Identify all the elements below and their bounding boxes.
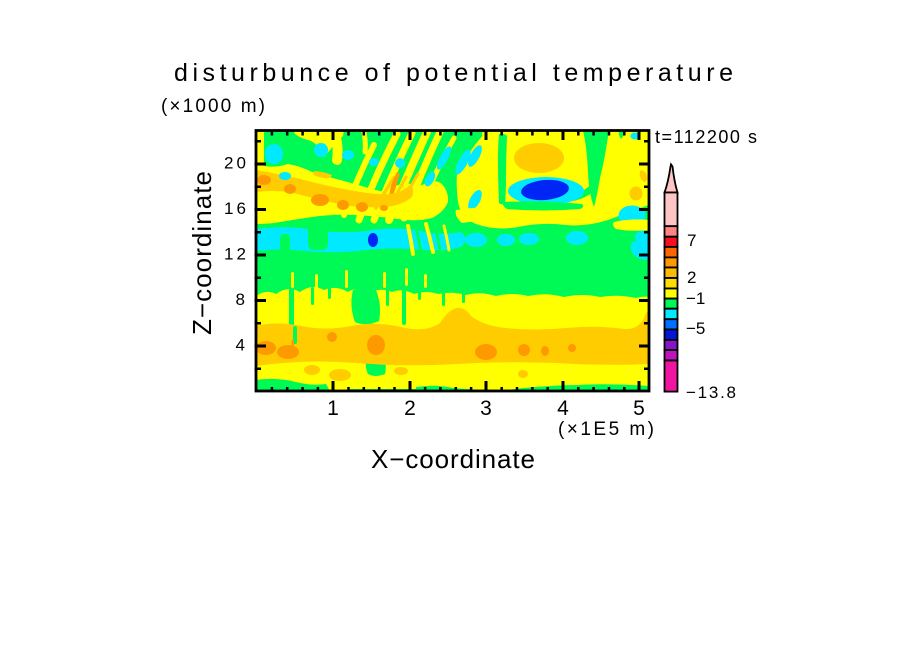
svg-text:1: 1 (327, 397, 339, 420)
svg-text:7: 7 (687, 231, 696, 250)
svg-text:X−coordinate: X−coordinate (371, 444, 535, 474)
svg-text:4: 4 (557, 397, 569, 420)
svg-text:4: 4 (236, 336, 245, 355)
svg-text:−1: −1 (686, 289, 705, 308)
svg-text:(×1E5 m): (×1E5 m) (558, 419, 654, 440)
svg-text:disturbunce of potential tempe: disturbunce of potential temperature (174, 59, 733, 87)
svg-text:2: 2 (404, 397, 416, 420)
svg-text:8: 8 (236, 290, 245, 309)
svg-text:3: 3 (480, 397, 492, 420)
svg-text:Z−coordinate: Z−coordinate (187, 171, 217, 335)
svg-text:t=112200 s: t=112200 s (655, 127, 757, 147)
svg-text:−5: −5 (686, 319, 705, 338)
svg-text:2: 2 (687, 268, 696, 287)
svg-text:(×1000 m): (×1000 m) (161, 96, 265, 117)
svg-text:5: 5 (633, 397, 645, 420)
svg-text:−13.8: −13.8 (686, 383, 736, 402)
